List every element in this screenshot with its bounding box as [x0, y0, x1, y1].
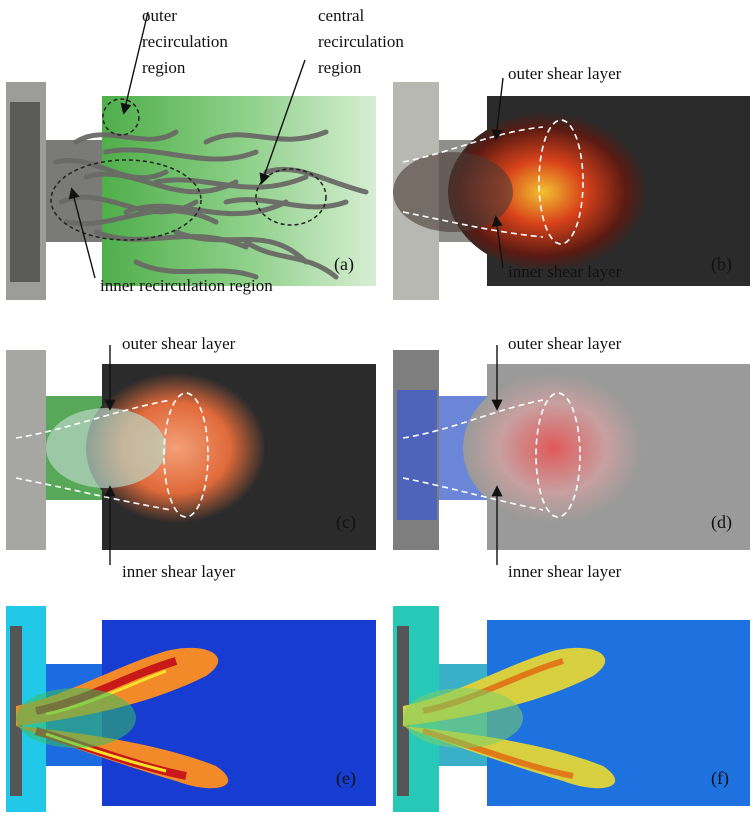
label-d-inner: inner shear layer: [508, 562, 622, 581]
panel-d-image: [393, 350, 750, 550]
label-b-inner: inner shear layer: [508, 262, 622, 281]
label-a-central-3: region: [318, 58, 362, 77]
label-c-outer: outer shear layer: [122, 334, 236, 353]
panel-label-d: (d): [711, 512, 732, 532]
panel-label-a: (a): [334, 254, 354, 274]
panel-label-e: (e): [336, 768, 356, 788]
panel-label-f: (f): [711, 768, 729, 788]
label-c-inner: inner shear layer: [122, 562, 236, 581]
panel-d: (d): [393, 350, 750, 550]
panel-e-image: [6, 606, 376, 812]
panel-a: (a): [6, 82, 376, 300]
panel-c-image: [6, 350, 376, 550]
label-d-outer: outer shear layer: [508, 334, 622, 353]
label-a-central-1: central: [318, 6, 365, 25]
panel-a-image: [6, 82, 376, 300]
label-a-outer-1: outer: [142, 6, 177, 25]
label-b-outer: outer shear layer: [508, 64, 622, 83]
panel-label-c: (c): [336, 512, 356, 532]
label-a-central-2: recirculation: [318, 32, 404, 51]
label-a-outer-2: recirculation: [142, 32, 228, 51]
panel-f: (f): [393, 606, 750, 812]
panel-e: (e): [6, 606, 376, 812]
panel-c: (c): [6, 350, 376, 550]
panel-label-b: (b): [711, 254, 732, 274]
label-a-inner: inner recirculation region: [100, 276, 273, 295]
label-a-outer-3: region: [142, 58, 186, 77]
panel-f-image: [393, 606, 750, 812]
